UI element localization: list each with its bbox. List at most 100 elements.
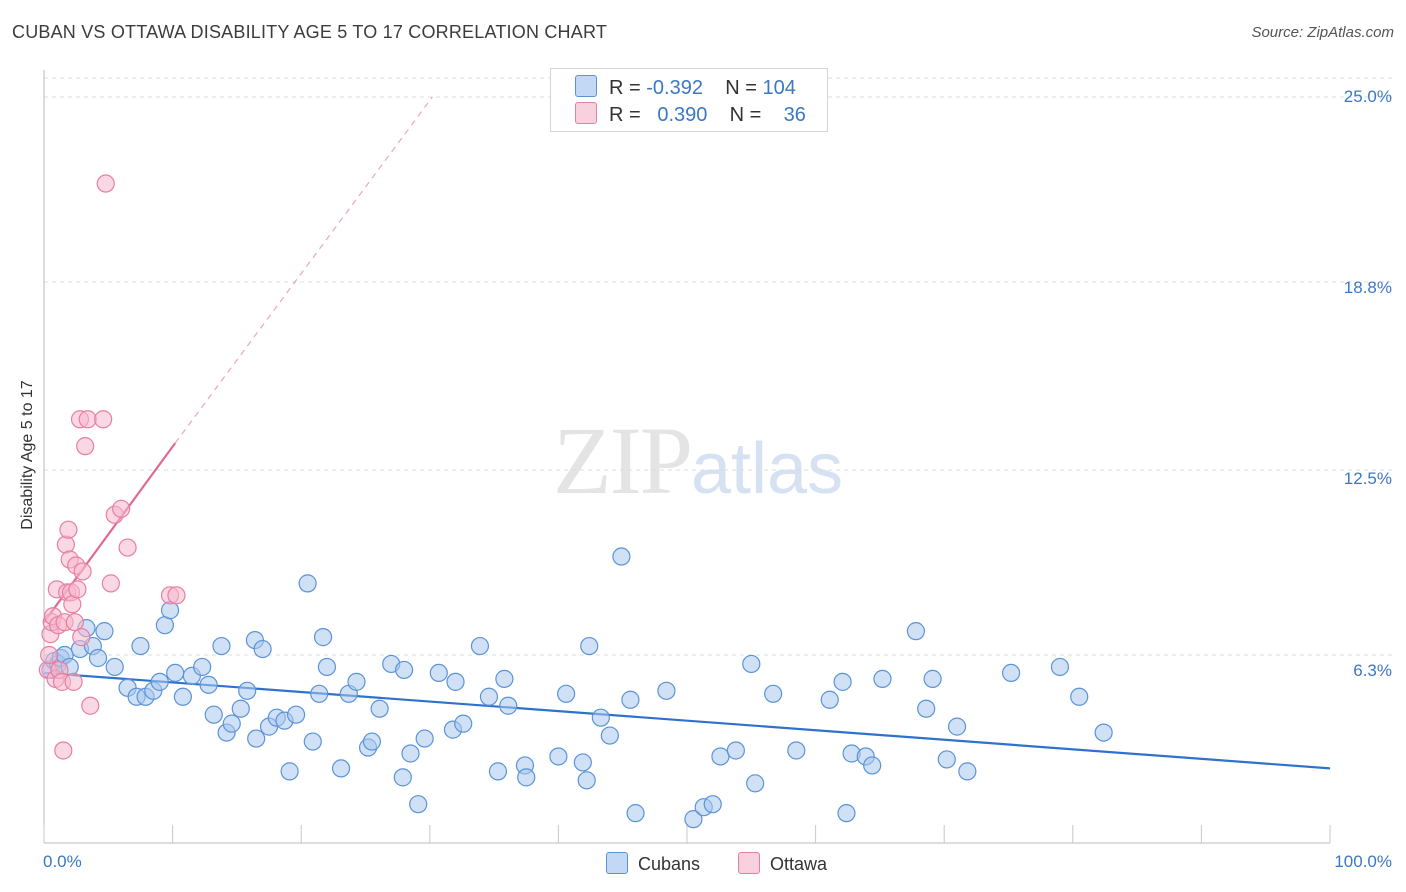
cubans-point bbox=[470, 636, 490, 656]
cubans-point bbox=[415, 729, 434, 748]
cubans-point bbox=[280, 762, 299, 781]
ottawa-point bbox=[118, 538, 137, 557]
correlation-legend: R = -0.392 N = 104 R = 0.390 N = 36 bbox=[550, 68, 828, 132]
ottawa-point bbox=[64, 672, 83, 691]
cubans-point bbox=[557, 684, 576, 703]
cubans-point bbox=[726, 741, 745, 760]
cubans-point bbox=[917, 699, 936, 718]
cubans-point bbox=[577, 771, 596, 790]
cubans-point bbox=[1001, 663, 1021, 683]
watermark: ZIPatlas bbox=[553, 405, 843, 516]
cubans-point bbox=[612, 547, 631, 566]
cubans-point bbox=[222, 714, 241, 733]
cubans-point bbox=[833, 672, 852, 691]
cubans-point bbox=[253, 639, 272, 659]
cubans-point bbox=[958, 762, 977, 781]
bottom-legend-cubans[interactable]: Cubans bbox=[606, 852, 700, 875]
ottawa-point bbox=[78, 410, 97, 429]
ottawa-point bbox=[112, 499, 131, 518]
cubans-point bbox=[1070, 687, 1089, 706]
cubans-point bbox=[409, 795, 428, 814]
bottom-legend-label-ottawa: Ottawa bbox=[770, 854, 828, 874]
legend-r-value-cubans: -0.392 bbox=[646, 77, 703, 99]
ottawa-point bbox=[101, 574, 120, 593]
cubans-point bbox=[591, 708, 610, 727]
legend-swatch-cubans bbox=[575, 75, 597, 97]
legend-r-value-ottawa: 0.390 bbox=[657, 104, 708, 126]
cubans-point bbox=[105, 657, 124, 677]
cubans-point bbox=[621, 690, 640, 709]
cubans-point bbox=[1094, 723, 1113, 742]
cubans-point bbox=[1050, 657, 1070, 677]
y-tick-label-6-3: 6.3% bbox=[1353, 661, 1392, 680]
ottawa-point bbox=[54, 741, 73, 760]
source-label: Source: ZipAtlas.com bbox=[1251, 24, 1394, 41]
cubans-point bbox=[657, 681, 676, 700]
cubans-point bbox=[711, 747, 730, 766]
cubans-point bbox=[429, 663, 448, 683]
cubans-point bbox=[347, 672, 366, 691]
y-axis-title: Disability Age 5 to 17 bbox=[19, 380, 36, 530]
cubans-point bbox=[479, 687, 499, 706]
ottawa-point bbox=[59, 520, 78, 539]
legend-n-value-cubans: 104 bbox=[762, 77, 796, 99]
ottawa-point bbox=[94, 410, 113, 429]
trend-lines bbox=[43, 96, 1331, 770]
cubans-point bbox=[454, 714, 473, 733]
bottom-legend-label-cubans: Cubans bbox=[638, 854, 701, 874]
cubans-point bbox=[193, 657, 212, 677]
legend-n-label: N = bbox=[729, 104, 762, 126]
cubans-point bbox=[573, 753, 592, 772]
cubans-point bbox=[626, 804, 645, 823]
legend-n-label: N = bbox=[725, 77, 757, 99]
cubans-point bbox=[495, 669, 514, 688]
legend-n-value-ottawa: 36 bbox=[783, 104, 806, 126]
cubans-point bbox=[394, 660, 414, 680]
series-ottawa bbox=[38, 174, 186, 760]
cubans-point bbox=[906, 622, 926, 641]
cubans-point bbox=[199, 675, 218, 694]
cubans-point bbox=[684, 810, 703, 829]
bottom-legend-ottawa[interactable]: Ottawa bbox=[738, 852, 827, 875]
cubans-point bbox=[298, 574, 317, 593]
cubans-point bbox=[580, 636, 599, 656]
cubans-point bbox=[204, 705, 223, 724]
cubans-point bbox=[703, 795, 722, 814]
ottawa-point bbox=[72, 628, 91, 647]
x-tick-label-min: 0.0% bbox=[43, 852, 82, 871]
cubans-point bbox=[362, 732, 382, 751]
cubans-point bbox=[517, 768, 536, 787]
cubans-point bbox=[310, 684, 329, 703]
cubans-point bbox=[150, 672, 169, 691]
ottawa-point bbox=[167, 586, 186, 605]
ottawa-point bbox=[40, 645, 59, 665]
cubans-point bbox=[499, 696, 518, 715]
y-tick-label-18-8: 18.8% bbox=[1343, 278, 1392, 297]
cubans-point bbox=[247, 729, 266, 748]
bottom-legend-swatch-ottawa bbox=[738, 852, 760, 874]
cubans-point bbox=[313, 628, 333, 647]
grid bbox=[44, 77, 1394, 656]
axes bbox=[43, 70, 1331, 844]
cubans-point bbox=[549, 747, 568, 766]
cubans-point bbox=[446, 672, 465, 691]
legend-swatch-ottawa bbox=[575, 102, 597, 124]
legend-row-cubans: R = -0.392 N = 104 bbox=[575, 75, 796, 101]
cubans-point bbox=[370, 699, 389, 718]
legend-r-label: R = bbox=[609, 104, 641, 126]
series-cubans bbox=[41, 547, 1113, 829]
cubans-point bbox=[820, 690, 839, 709]
watermark-atlas: atlas bbox=[691, 429, 844, 509]
cubans-point bbox=[764, 684, 783, 703]
cubans-point bbox=[600, 726, 619, 745]
cubans-point bbox=[231, 699, 250, 718]
y-tick-label-12-5: 12.5% bbox=[1343, 469, 1392, 488]
bottom-legend-swatch-cubans bbox=[606, 852, 628, 874]
cubans-point bbox=[303, 732, 322, 751]
cubans-point bbox=[95, 622, 114, 641]
cubans-point bbox=[863, 756, 882, 775]
cubans-point bbox=[238, 681, 257, 700]
cubans-point bbox=[937, 750, 956, 769]
ottawa-point bbox=[68, 580, 87, 599]
